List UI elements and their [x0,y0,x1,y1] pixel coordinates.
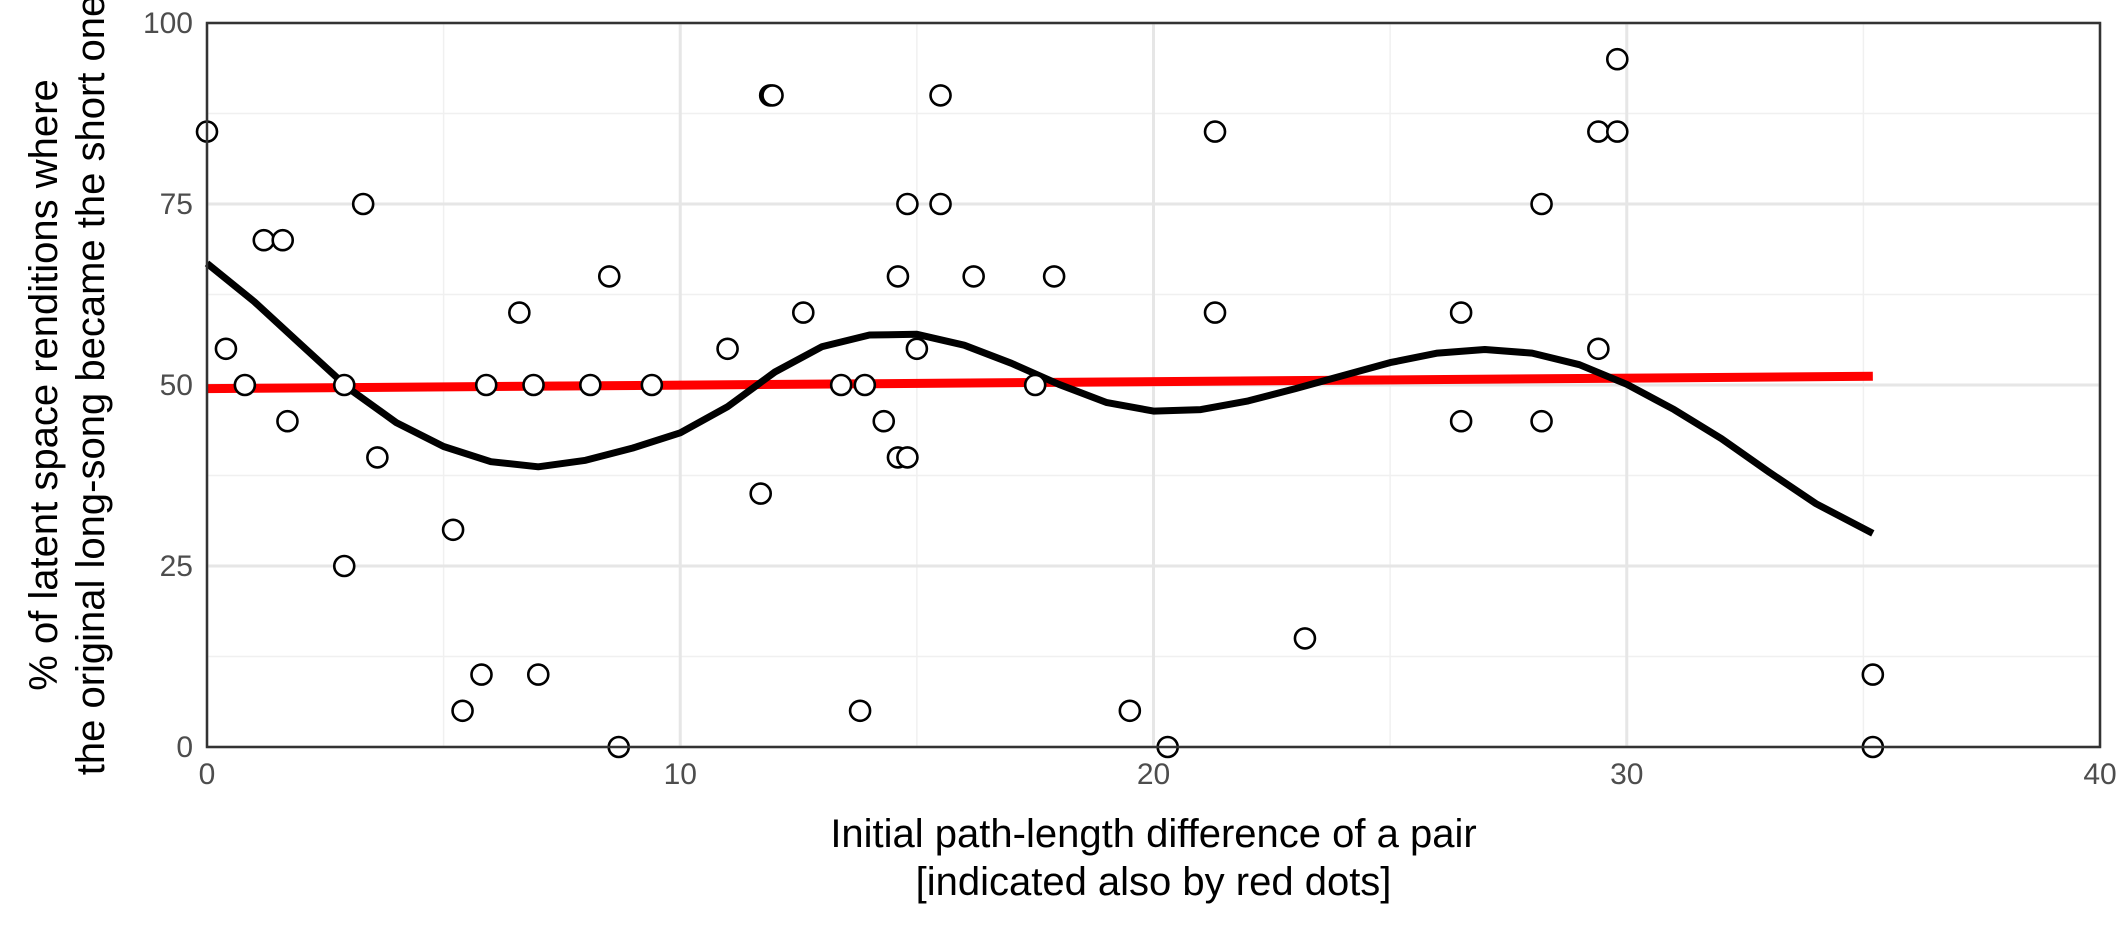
data-point [233,373,257,397]
data-point [332,554,356,578]
data-point [332,373,356,397]
data-point [791,301,815,324]
data-point [853,373,877,397]
data-point [1449,301,1473,324]
data-point [749,482,773,505]
data-point [1118,699,1142,723]
data-point [474,373,498,397]
data-point [526,663,550,686]
x-axis-title-line-2: [indicated also by red dots] [916,860,1392,904]
data-point [252,228,276,252]
x-tick-label: 30 [1610,758,1643,791]
data-point [1605,47,1629,71]
data-point [276,409,299,433]
y-axis-title: % of latent space renditions where the o… [22,0,113,775]
y-tick-label: 50 [160,369,193,402]
data-point [962,265,985,288]
data-point [522,373,545,397]
data-point [1449,409,1473,433]
data-points [195,47,1885,759]
data-point [214,337,238,361]
y-tick-label: 100 [143,7,193,40]
data-point [886,265,910,288]
data-point [1203,301,1227,324]
x-tick-label: 10 [664,758,697,791]
data-point [1587,120,1610,143]
plot-panel-border [205,21,2102,749]
data-point [829,373,853,397]
x-tick-label: 20 [1137,758,1170,791]
x-tick-label: 40 [2083,758,2116,791]
fit-lines [204,260,1875,537]
data-point [905,337,929,361]
data-point [1530,192,1553,216]
y-tick-label: 0 [176,731,193,764]
data-point [441,518,465,542]
data-point [1023,373,1047,397]
data-point [1861,663,1885,686]
x-axis-ticks: 0 10 20 30 40 [199,758,2117,791]
data-point [351,192,375,216]
data-point [1530,409,1553,433]
data-point [848,699,872,723]
x-axis-title-line-1: Initial path-length difference of a pair [830,812,1476,856]
data-point [1587,337,1610,361]
data-point [597,265,621,288]
data-point [1293,627,1317,650]
data-point [451,699,474,723]
data-point [872,409,896,433]
data-point [929,84,952,107]
smooth-fit-curve [204,260,1875,537]
y-tick-label: 25 [160,550,193,583]
data-point [271,228,295,252]
data-point [929,192,952,216]
data-point [716,337,739,361]
data-point [508,301,531,324]
data-point [761,84,784,107]
y-axis-title-line-2: the original long-song became the short … [69,0,113,775]
data-point [1605,120,1629,143]
data-point [470,663,493,686]
y-axis-ticks: 0 25 50 75 100 [143,7,193,764]
y-tick-label: 75 [160,188,193,221]
y-axis-title-line-1: % of latent space renditions where [22,79,66,690]
data-point [579,373,602,397]
data-point [896,192,919,216]
data-point [1042,265,1066,288]
x-tick-label: 0 [199,758,216,791]
data-point [1203,120,1227,143]
data-point [896,446,919,469]
data-point [640,373,664,397]
data-point [366,446,389,469]
